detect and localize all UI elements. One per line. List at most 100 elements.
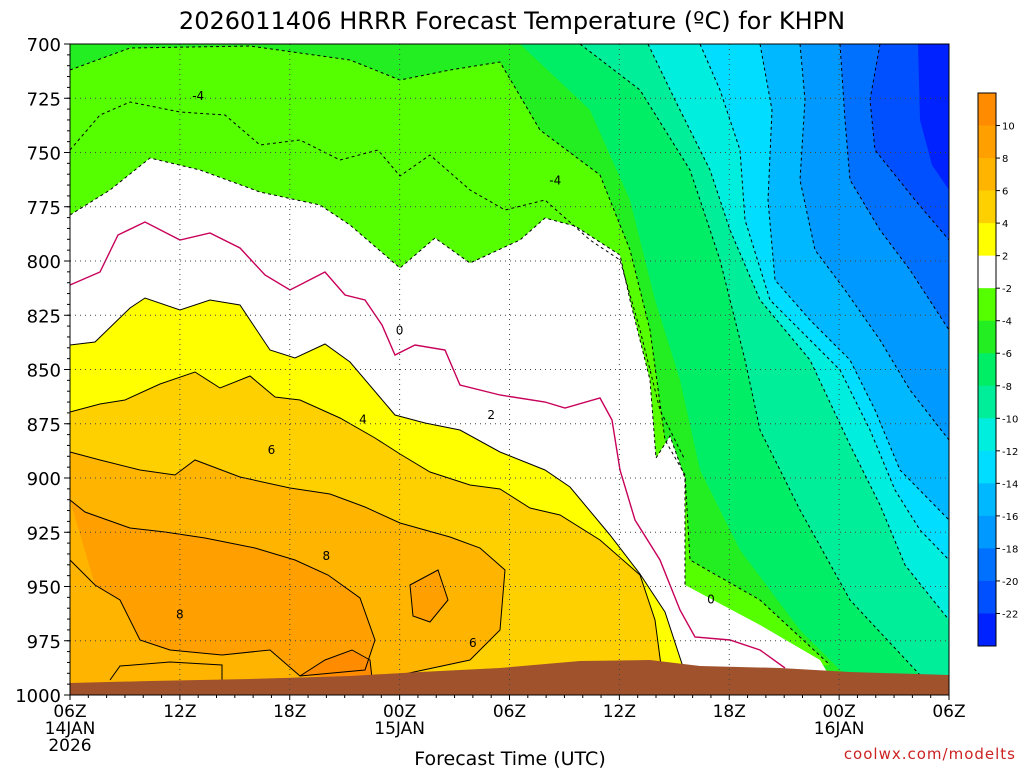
x-tick-label: 15JAN	[374, 719, 425, 739]
y-tick-label: 975	[27, 632, 61, 653]
contour-label: 0	[396, 323, 404, 337]
x-tick-label: 00Z	[383, 702, 416, 722]
colorbar-label: -14	[1002, 479, 1018, 490]
x-tick-label: 06Z	[493, 702, 526, 722]
y-tick-label: 700	[27, 35, 61, 56]
contour-10-small	[109, 661, 223, 681]
colorbar-label: 2	[1002, 252, 1008, 263]
y-tick-label: 850	[27, 361, 61, 382]
contour-dashed-2	[69, 157, 686, 585]
colorbar: 10 8 6 4 2 -2 -4 -6 -8 -10 -12 -14 -16 -18 -20 -22	[977, 92, 1018, 647]
contour-2	[69, 297, 686, 674]
chart-title: 2026011406 HRRR Forecast Temperature (ºC…	[179, 7, 845, 35]
terrain	[70, 660, 949, 695]
y-tick-label: 900	[27, 469, 61, 490]
contour-label: 8	[176, 608, 184, 622]
colorbar-frame	[977, 92, 997, 647]
contour-label: 4	[359, 412, 367, 426]
x-tick-label: 14JAN	[45, 719, 96, 739]
colorbar-swatch	[978, 483, 996, 517]
contour-dashed-10	[869, 43, 950, 241]
contour-dashed-6	[699, 43, 950, 561]
colorbar-label: 10	[1002, 122, 1015, 133]
contour-zero	[69, 221, 786, 669]
colorbar-label: -10	[1002, 414, 1018, 425]
colorbar-swatch	[978, 353, 996, 387]
contour-label: 0	[707, 593, 715, 607]
colorbar-label: -22	[1002, 609, 1018, 620]
colorbar-swatch	[978, 125, 996, 159]
y-tick-label: 825	[27, 306, 61, 327]
x-tick-label: 12Z	[163, 702, 196, 722]
contour-label: -4	[192, 89, 204, 103]
x-axis-label: Forecast Time (UTC)	[414, 748, 605, 768]
y-tick-label: 1000	[15, 686, 61, 707]
colorbar-label: -16	[1002, 512, 1018, 523]
x-tick-label: 06Z	[53, 702, 86, 722]
contour-dashed-3	[69, 101, 686, 461]
contour-label: 8	[323, 549, 331, 563]
x-tick-label: 2026	[48, 736, 91, 756]
y-tick-label: 725	[27, 89, 61, 110]
contour-dashed-1	[69, 45, 831, 666]
x-tick-label: 06Z	[932, 702, 965, 722]
colorbar-swatch	[978, 158, 996, 192]
colorbar-label: 6	[1002, 187, 1008, 198]
contour-10	[299, 649, 373, 679]
plot-area: -4 -4 0 2 4 6 8 8 6 0	[69, 43, 950, 696]
credit-text: coolwx.com/modelts	[844, 745, 1016, 763]
contour-lines	[69, 43, 950, 681]
contour-labels: -4 -4 0 2 4 6 8 8 6 0	[176, 89, 715, 650]
colorbar-swatch	[978, 418, 996, 452]
y-tick-label: 800	[27, 252, 61, 273]
colorbar-swatch	[978, 320, 996, 354]
contour-dashed-5	[647, 43, 950, 621]
colorbar-swatch	[978, 613, 996, 647]
contour-4	[69, 371, 663, 674]
contour-label: 2	[487, 408, 495, 422]
colorbar-label: -6	[1002, 349, 1012, 360]
y-tick-label: 875	[27, 415, 61, 436]
colorbar-swatch	[978, 548, 996, 582]
x-tick-label: 00Z	[822, 702, 855, 722]
contour-dashed-4	[579, 43, 921, 676]
colorbar-swatch	[978, 190, 996, 224]
colorbar-label: -18	[1002, 544, 1018, 555]
colorbar-label: -8	[1002, 382, 1012, 393]
y-axis: 700 725 750 775 800 825 850 875 900 925 950 975 1000	[15, 35, 70, 707]
contour-label: 6	[469, 636, 477, 650]
colorbar-label: 4	[1002, 219, 1008, 230]
x-tick-label: 18Z	[713, 702, 746, 722]
grid-lines	[70, 44, 949, 695]
contour-6	[69, 451, 506, 676]
colorbar-swatch	[978, 450, 996, 484]
colorbar-label: -2	[1002, 284, 1012, 295]
colorbar-swatch	[978, 93, 996, 127]
contour-label: 6	[268, 443, 276, 457]
colorbar-swatch	[978, 255, 996, 289]
contour-dashed-8	[799, 43, 950, 441]
contour-label: -4	[549, 174, 561, 188]
colorbar-swatch	[978, 223, 996, 257]
y-tick-label: 750	[27, 144, 61, 165]
region-8	[70, 500, 375, 676]
colorbar-swatch	[978, 288, 996, 322]
contour-8-island	[409, 569, 449, 623]
colorbar-label: -20	[1002, 577, 1018, 588]
y-tick-label: 950	[27, 578, 61, 599]
y-tick-label: 925	[27, 523, 61, 544]
colorbar-swatch	[978, 515, 996, 549]
colorbar-label: -12	[1002, 447, 1018, 458]
colorbar-label: -4	[1002, 317, 1012, 328]
colorbar-label: 8	[1002, 154, 1008, 165]
y-tick-label: 775	[27, 198, 61, 219]
region-minus-22	[918, 44, 949, 190]
x-tick-label: 18Z	[273, 702, 306, 722]
region-8-island	[410, 570, 448, 622]
colorbar-swatch	[978, 580, 996, 614]
contour-dashed-7	[759, 43, 950, 521]
x-tick-label: 12Z	[603, 702, 636, 722]
x-tick-label: 16JAN	[814, 719, 865, 739]
